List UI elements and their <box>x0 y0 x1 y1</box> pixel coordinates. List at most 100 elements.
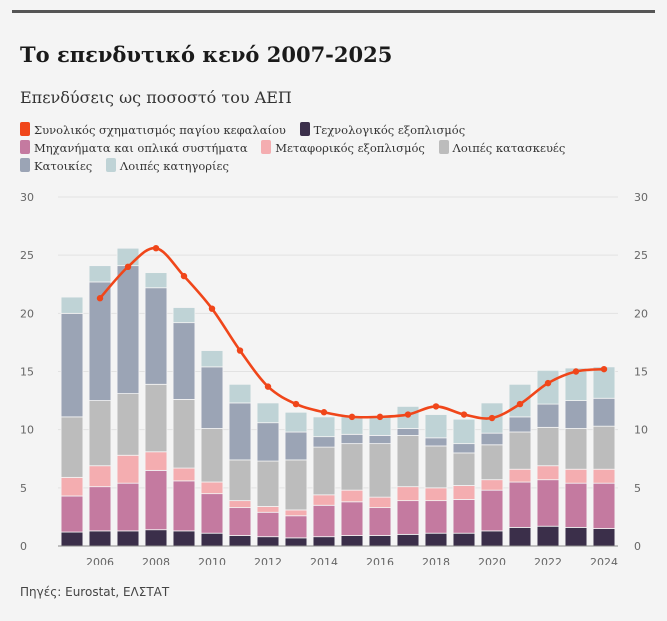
y-tick-label-right: 5 <box>634 482 641 495</box>
bar-segment <box>228 500 252 509</box>
bar-segment <box>116 265 140 395</box>
bar-segment <box>424 500 448 534</box>
bar-segment <box>60 312 84 418</box>
bar-segment <box>284 431 308 461</box>
bar-segment <box>88 265 112 283</box>
total-investment-point <box>544 379 552 387</box>
bar-segment <box>144 451 168 471</box>
bar-segment <box>312 436 336 448</box>
legend-label: Κατοικίες <box>34 159 93 173</box>
bar-segment <box>480 444 504 481</box>
y-tick-label-left: 25 <box>20 249 34 262</box>
y-tick-label-right: 10 <box>634 424 648 437</box>
total-investment-point <box>124 263 132 270</box>
bar-segment <box>536 426 560 467</box>
bar-segment <box>228 507 252 536</box>
legend-item-other-categories[interactable]: Λοιπές κατηγορίες <box>105 157 229 175</box>
legend-item-machinery[interactable]: Μηχανήματα και οπλικά συστήματα <box>20 139 248 157</box>
x-tick-label: 2008 <box>142 556 170 565</box>
total-investment-point <box>236 347 244 354</box>
y-tick-label-right: 15 <box>634 366 648 379</box>
top-rule <box>12 10 655 13</box>
legend-item-tech-equipment[interactable]: Τεχνολογικός εξοπλισμός <box>299 121 466 139</box>
bar-segment <box>284 537 308 547</box>
bar-segment <box>340 501 364 536</box>
legend-label: Μηχανήματα και οπλικά συστήματα <box>34 141 248 155</box>
legend-item-dwellings[interactable]: Κατοικίες <box>20 157 92 175</box>
bar-segment <box>508 526 532 547</box>
bar-segment <box>60 495 84 533</box>
bar-segment <box>60 416 84 478</box>
y-tick-label-left: 15 <box>20 366 34 379</box>
bar-segment <box>256 511 280 538</box>
bar-segment <box>200 532 224 547</box>
total-investment-point <box>208 305 216 312</box>
bar-segment <box>284 411 308 433</box>
total-investment-point <box>348 413 356 421</box>
x-tick-label: 2024 <box>590 556 618 565</box>
bar-segment <box>284 459 308 511</box>
legend-label: Τεχνολογικός εξοπλισμός <box>313 123 466 137</box>
bar-segment <box>312 494 336 506</box>
bar-segment <box>172 322 196 400</box>
bar-segment <box>172 480 196 532</box>
total-investment-point <box>292 400 300 408</box>
y-tick-label-left: 5 <box>20 482 27 495</box>
total-investment-point <box>376 413 384 421</box>
bar-segment <box>592 425 616 470</box>
legend-item-transport[interactable]: Μεταφορικός εξοπλισμός <box>261 139 425 157</box>
legend-swatch <box>20 158 30 172</box>
source-note: Πηγές: Eurostat, ΕΛΣΤΑΤ <box>20 585 170 599</box>
bar-segment <box>172 530 196 547</box>
bar-segment <box>368 507 392 536</box>
bar-segment <box>312 504 336 538</box>
legend-swatch <box>105 158 116 172</box>
legend-item-other-construction[interactable]: Λοιπές κατασκευές <box>438 139 566 157</box>
bar-segment <box>144 469 168 531</box>
bar-segment <box>200 366 224 429</box>
bar-segment <box>144 383 168 453</box>
bar-segment <box>172 399 196 469</box>
bar-segment <box>284 509 308 517</box>
y-tick-label-left: 20 <box>20 307 34 320</box>
bar-segment <box>592 468 616 484</box>
bar-segment <box>452 532 476 547</box>
bar-segment <box>340 433 364 445</box>
bar-segment <box>368 435 392 445</box>
bar-segment <box>200 428 224 483</box>
total-investment-point <box>432 403 440 410</box>
legend-swatch <box>261 140 272 154</box>
bar-segment <box>200 493 224 534</box>
bar-segment <box>312 446 336 496</box>
bar-segment <box>368 443 392 498</box>
total-investment-point <box>320 409 328 416</box>
legend-label: Λοιπές κατασκευές <box>452 141 566 155</box>
bar-segment <box>60 476 84 497</box>
bar-segment <box>228 383 252 404</box>
bar-segment <box>144 529 168 547</box>
legend-swatch <box>20 140 30 154</box>
x-tick-label: 2020 <box>478 556 506 565</box>
legend-item-total-gfcf[interactable]: Συνολικός σχηματισμός παγίου κεφαλαίου <box>20 121 286 139</box>
bar-segment <box>88 486 112 532</box>
x-tick-label: 2018 <box>422 556 450 565</box>
bar-segment <box>424 487 448 502</box>
bar-segment <box>452 499 476 534</box>
bar-segment <box>368 535 392 547</box>
bar-segment <box>256 402 280 424</box>
bar-segment <box>116 247 140 267</box>
bar-segment <box>256 422 280 462</box>
bar-segment <box>144 272 168 289</box>
bar-segment <box>480 479 504 491</box>
x-tick-label: 2016 <box>366 556 394 565</box>
bar-segment <box>592 528 616 547</box>
bar-segment <box>60 296 84 314</box>
bar-segment <box>228 402 252 461</box>
bar-segment <box>200 350 224 368</box>
bar-segment <box>508 431 532 470</box>
bar-segment <box>228 535 252 547</box>
x-tick-label: 2012 <box>254 556 282 565</box>
x-tick-label: 2022 <box>534 556 562 565</box>
legend-label: Λοιπές κατηγορίες <box>119 159 229 173</box>
